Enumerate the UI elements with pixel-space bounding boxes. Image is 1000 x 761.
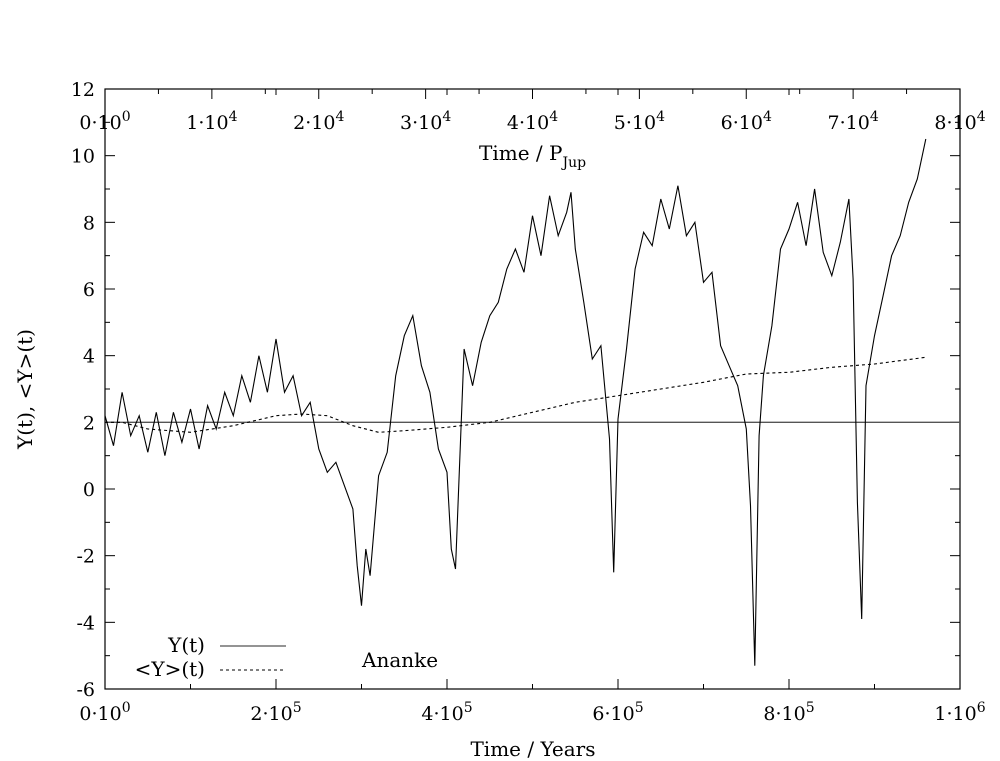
- x2-tick-label: 0·100: [79, 109, 130, 134]
- x2-axis-label: Time / PJup: [479, 141, 586, 171]
- x2-tick-label: 1·104: [186, 109, 237, 134]
- legend-label-y: Y(t): [167, 633, 205, 657]
- y-tick-label: 12: [71, 79, 95, 101]
- x2-tick-label: 8·104: [934, 109, 985, 134]
- x2-tick-label: 2·104: [293, 109, 344, 134]
- series-line-mean-y: [105, 356, 926, 433]
- x-axis-label: Time / Years: [470, 737, 595, 761]
- y-tick-label: 8: [83, 212, 95, 234]
- x2-tick-label: 3·104: [400, 109, 451, 134]
- series-line-y: [104, 138, 927, 666]
- tick-labels: 0·100 2·105 4·105 6·105 8·105 1·106 0·100 1·104…: [71, 79, 986, 725]
- y-axis-label: Y(t), <Y>(t): [13, 329, 37, 450]
- tick-marks: [104, 88, 961, 690]
- y-tick-label: 2: [83, 412, 95, 434]
- object-annotation: Ananke: [361, 648, 438, 672]
- x-tick-label: 1·106: [934, 700, 985, 725]
- x2-tick-label: 4·104: [507, 109, 558, 134]
- plot-frame: [104, 88, 961, 690]
- x-tick-label: 8·105: [763, 700, 814, 725]
- y-tick-label: 0: [83, 479, 95, 501]
- x2-tick-label: 6·104: [721, 109, 772, 134]
- y-tick-label: 10: [71, 146, 95, 168]
- legend-label-mean-y: <Y>(t): [135, 657, 205, 681]
- x-tick-label: 6·105: [592, 700, 643, 725]
- y-tick-label: -6: [76, 679, 95, 701]
- y-tick-label: 4: [83, 346, 95, 368]
- y-tick-label: -4: [76, 612, 95, 634]
- y-tick-label: 6: [83, 279, 95, 301]
- x2-axis-label-sub: Jup: [560, 155, 586, 171]
- x-tick-label: 2·105: [250, 700, 301, 725]
- x-tick-label: 4·105: [421, 700, 472, 725]
- legend: Y(t) <Y>(t): [135, 633, 286, 681]
- x-tick-label: 0·100: [79, 700, 130, 725]
- x2-axis-label-main: Time / P: [479, 141, 562, 165]
- x2-tick-label: 7·104: [828, 109, 879, 134]
- x2-tick-label: 5·104: [614, 109, 665, 134]
- y-tick-label: -2: [76, 546, 95, 568]
